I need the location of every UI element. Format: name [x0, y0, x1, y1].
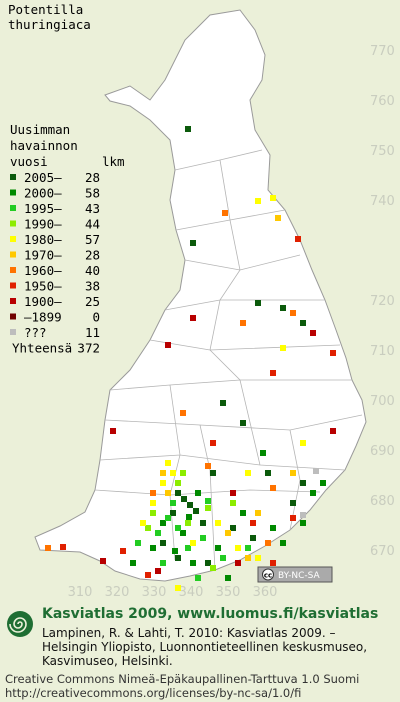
legend-label: 1970– — [24, 248, 62, 263]
legend-label: 1995– — [24, 201, 62, 216]
legend-swatch — [10, 282, 16, 289]
dots-unknown — [300, 468, 319, 518]
legend-label: 1900– — [24, 294, 62, 309]
legend-total: 372 — [77, 341, 100, 356]
legend-swatch — [10, 174, 16, 180]
legend-count: 58 — [85, 186, 100, 201]
legend-swatch — [10, 236, 16, 242]
northing-label: 670 — [370, 544, 395, 559]
legend-count: 38 — [85, 279, 100, 294]
badge-circle — [262, 568, 274, 581]
legend-header: Uusimman — [10, 122, 70, 137]
northing-label: 680 — [370, 494, 395, 509]
easting-label: 310 — [68, 585, 93, 600]
easting-label: 330 — [142, 585, 167, 600]
legend-label: 1950– — [24, 279, 62, 294]
legend-swatch — [10, 298, 16, 304]
badge-text: BY-NC-SA — [278, 571, 321, 581]
finland-outline — [34, 9, 367, 582]
legend-count: 0 — [92, 310, 100, 325]
citation: Helsingin Yliopisto, Luonnontieteellinen… — [42, 640, 367, 654]
legend-header: havainnon — [10, 138, 78, 153]
northing-label: 770 — [370, 44, 395, 59]
legend-count: 44 — [85, 217, 100, 232]
legend-count: 57 — [85, 232, 100, 247]
legend-count-header: lkm — [102, 154, 125, 169]
legend: Uusimman havainnon vuosi lkm 2005– 28 2000… — [10, 122, 125, 356]
legend-swatch — [10, 313, 16, 320]
grid-labels: 770 760 750 740 720 710 700 690 680 670 310 320 330 3… — [68, 44, 395, 600]
legend-label: –1899 — [24, 310, 62, 325]
license-badge: cc BY-NC-SA — [257, 566, 333, 583]
logo-swirl — [9, 617, 27, 633]
easting-label: 340 — [179, 585, 204, 600]
legend-swatch — [10, 189, 16, 196]
citation: Lampinen, R. & Lahti, T. 2010: Kasviatla… — [42, 626, 336, 640]
legend-total-label: Yhteensä — [12, 341, 72, 356]
badge-box — [257, 566, 333, 583]
easting-label: 350 — [216, 585, 241, 600]
legend-swatch — [10, 220, 16, 227]
legend-label: 1980– — [24, 232, 62, 247]
northing-label: 760 — [370, 94, 395, 109]
legend-label: ??? — [24, 325, 47, 340]
northing-label: 720 — [370, 294, 395, 309]
dots-1990 — [145, 470, 236, 571]
license-text: Creative Commons Nimeä-Epäkaupallinen-Ta… — [5, 672, 359, 686]
northing-label: 690 — [370, 444, 395, 459]
observations — [45, 126, 336, 591]
license-text: http://creativecommons.org/licenses/by-n… — [5, 686, 301, 700]
citation: Kasvimuseo, Helsinki. — [42, 654, 173, 668]
northing-label: 750 — [370, 144, 395, 159]
northing-label: 700 — [370, 394, 395, 409]
legend-count: 43 — [85, 201, 100, 216]
legend-swatch — [10, 251, 16, 258]
legend-swatch — [10, 267, 16, 273]
northing-label: 710 — [370, 344, 395, 359]
legend-swatch — [10, 205, 16, 211]
legend-swatch — [10, 329, 16, 335]
logo — [7, 611, 33, 637]
dots-1995 — [135, 498, 251, 581]
legend-header: vuosi — [10, 154, 48, 169]
legend-count: 28 — [85, 170, 100, 185]
species-title: thuringiaca — [8, 17, 91, 32]
easting-label: 360 — [253, 585, 278, 600]
easting-label: 320 — [105, 585, 130, 600]
footer-title: Kasviatlas 2009, www.luomus.fi/kasviatla… — [42, 606, 378, 622]
legend-count: 25 — [85, 294, 100, 309]
legend-label: 1960– — [24, 263, 62, 278]
legend-count: 11 — [85, 325, 100, 340]
badge-icon: cc — [264, 572, 272, 580]
legend-label: 1990– — [24, 217, 62, 232]
legend-label: 2000– — [24, 186, 62, 201]
northing-label: 740 — [370, 194, 395, 209]
legend-label: 2005– — [24, 170, 62, 185]
logo-disc — [7, 611, 33, 637]
legend-count: 40 — [85, 263, 100, 278]
legend-count: 28 — [85, 248, 100, 263]
species-title: Potentilla — [8, 2, 83, 17]
